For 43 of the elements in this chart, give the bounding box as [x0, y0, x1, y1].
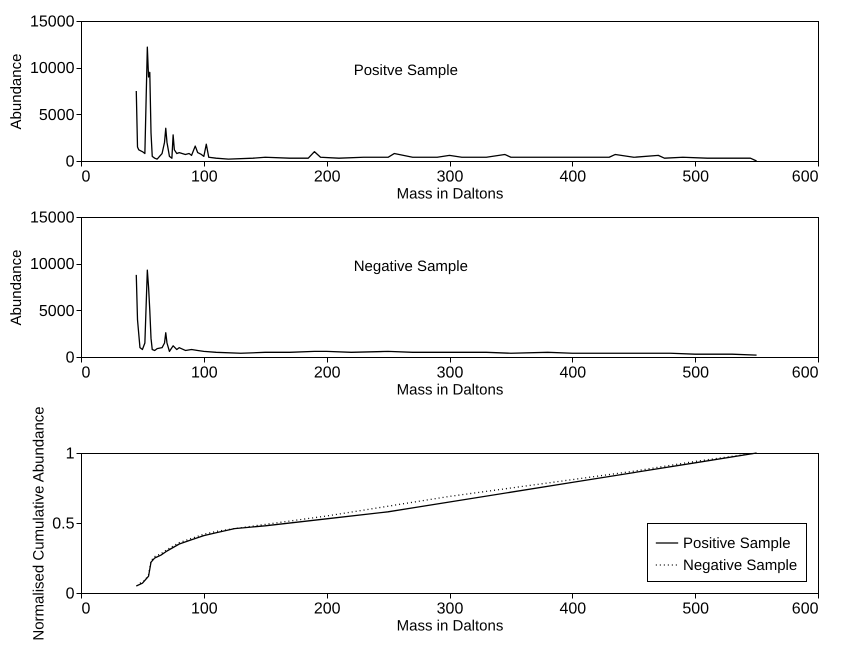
y-axis-title: Abundance	[8, 250, 26, 326]
x-tick-label: 400	[559, 364, 586, 382]
x-axis-title: Mass in Daltons	[396, 186, 504, 202]
annotation: Negative Sample	[354, 258, 468, 275]
legend-label: Negative Sample	[683, 557, 798, 574]
x-tick-label: 100	[190, 168, 218, 186]
x-tick-label: 300	[436, 364, 464, 382]
x-tick-label: 500	[682, 364, 710, 382]
x-tick-label: 100	[190, 364, 218, 382]
x-tick-label: 200	[314, 364, 341, 382]
y-tick-label: 15000	[30, 14, 75, 30]
x-tick-label: 600	[792, 168, 819, 186]
x-tick-label: 600	[792, 364, 819, 382]
y-tick-label: 10000	[30, 256, 75, 274]
x-tick-label: 200	[314, 168, 341, 186]
x-tick-label: 400	[559, 600, 586, 618]
y-tick-label: 5000	[38, 106, 75, 124]
y-tick-label: 15000	[30, 210, 75, 226]
legend-label: Positive Sample	[683, 535, 791, 552]
y-axis-title: Abundance	[8, 54, 26, 130]
y-tick-label: 5000	[38, 302, 75, 320]
y-tick-label: 0	[66, 350, 75, 366]
x-tick-label: 200	[314, 600, 341, 618]
x-tick-label: 400	[559, 168, 586, 186]
x-axis-title: Mass in Daltons	[396, 382, 504, 398]
y-tick-label: 0	[66, 586, 75, 602]
x-tick-label: 0	[82, 600, 90, 618]
y-tick-label: 0	[66, 154, 75, 170]
annotation: Positve Sample	[354, 62, 458, 79]
x-tick-label: 600	[792, 600, 819, 618]
x-tick-label: 300	[436, 600, 464, 618]
x-tick-label: 500	[682, 600, 710, 618]
x-axis-title: Mass in Daltons	[396, 618, 504, 634]
y-tick-label: 10000	[30, 60, 75, 78]
x-tick-label: 500	[682, 168, 710, 186]
x-tick-label: 0	[82, 168, 90, 186]
y-axis-title: Normalised Cumulative Abundance	[30, 406, 48, 641]
y-tick-label: 1	[66, 446, 75, 462]
y-tick-label: 0.5	[52, 516, 75, 532]
x-tick-label: 300	[436, 168, 464, 186]
x-tick-label: 100	[190, 600, 218, 618]
line-series	[136, 46, 758, 162]
x-tick-label: 0	[82, 364, 90, 382]
